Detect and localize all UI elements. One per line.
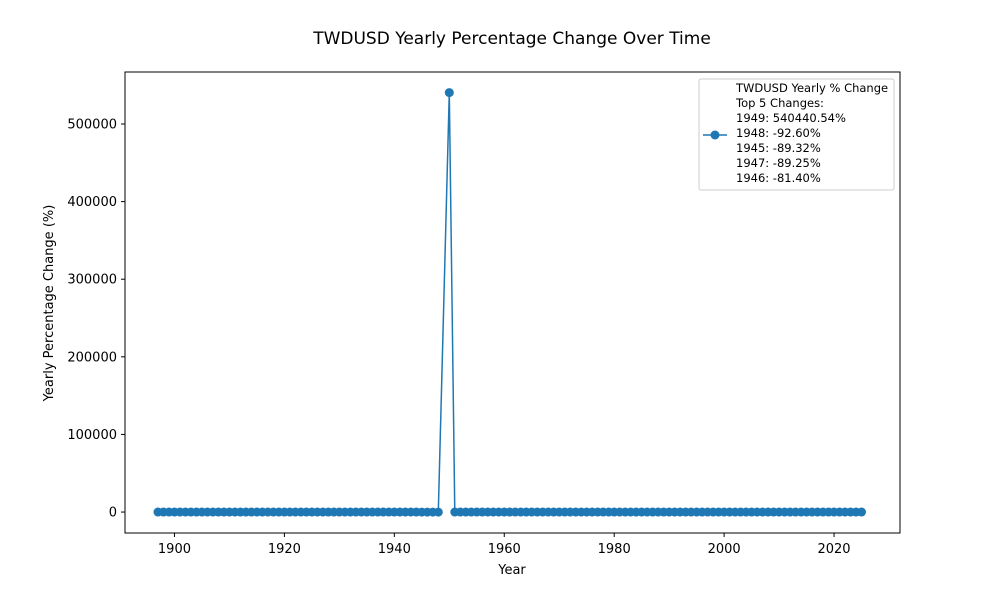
data-point [433, 507, 443, 517]
data-point [444, 88, 454, 98]
x-tick-label: 1920 [268, 542, 301, 557]
y-tick-label: 100000 [67, 428, 117, 443]
series-points [153, 88, 867, 517]
legend-line-5: 1947: -89.25% [736, 156, 821, 170]
x-axis: 1900 1920 1940 1960 1980 2000 2020 [158, 533, 851, 557]
x-axis-title: Year [497, 563, 526, 578]
data-point [857, 507, 867, 517]
plot-frame [124, 71, 901, 534]
y-axis-title: Yearly Percentage Change (%) [42, 205, 57, 403]
legend-line-4: 1945: -89.32% [736, 141, 821, 155]
x-tick-label: 1900 [158, 542, 191, 557]
y-axis: 0 100000 200000 300000 400000 500000 [67, 117, 125, 521]
x-tick-label: 1940 [378, 542, 411, 557]
legend-line-2: 1949: 540440.54% [736, 111, 846, 125]
legend-marker-swatch [710, 130, 720, 140]
legend-line-1: Top 5 Changes: [735, 96, 824, 110]
legend-line-0: TWDUSD Yearly % Change [735, 81, 888, 95]
plot-area: 1900 1920 1940 1960 1980 2000 2020 0 100000 2000… [67, 71, 901, 557]
x-tick-label: 1980 [598, 542, 631, 557]
y-tick-label: 500000 [67, 117, 117, 132]
legend-line-3: 1948: -92.60% [736, 126, 821, 140]
y-tick-label: 300000 [67, 273, 117, 288]
x-tick-label: 2020 [817, 542, 850, 557]
y-tick-label: 200000 [67, 350, 117, 365]
y-tick-label: 0 [109, 506, 117, 521]
x-tick-label: 2000 [708, 542, 741, 557]
x-tick-label: 1960 [488, 542, 521, 557]
legend: TWDUSD Yearly % Change Top 5 Changes: 19… [698, 78, 895, 191]
chart-title: TWDUSD Yearly Percentage Change Over Tim… [312, 29, 711, 49]
legend-line-6: 1946: -81.40% [736, 171, 821, 185]
legend-box [698, 78, 895, 191]
y-tick-label: 400000 [67, 195, 117, 210]
